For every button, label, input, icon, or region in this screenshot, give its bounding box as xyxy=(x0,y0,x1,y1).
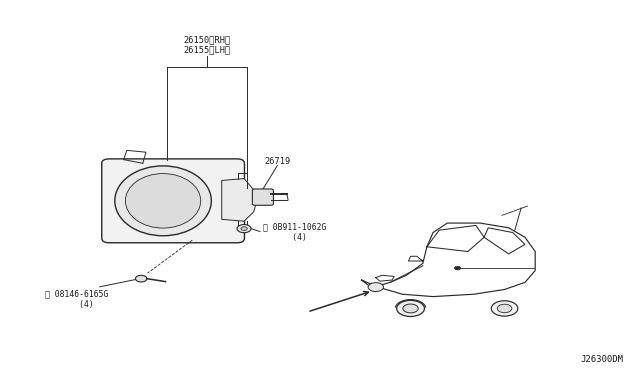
Ellipse shape xyxy=(115,166,211,236)
Circle shape xyxy=(397,300,424,317)
Circle shape xyxy=(492,301,518,316)
Text: J26300DM: J26300DM xyxy=(580,355,623,364)
Polygon shape xyxy=(221,179,257,221)
Circle shape xyxy=(237,225,251,233)
Circle shape xyxy=(454,266,461,270)
Circle shape xyxy=(403,304,418,313)
Text: Ⓑ 08146-6165G
       (4): Ⓑ 08146-6165G (4) xyxy=(45,290,109,309)
Text: Ⓝ 0B911-1062G
      (4): Ⓝ 0B911-1062G (4) xyxy=(263,222,326,242)
Ellipse shape xyxy=(125,174,201,228)
FancyBboxPatch shape xyxy=(102,159,244,243)
Text: 26719: 26719 xyxy=(264,157,291,166)
Circle shape xyxy=(497,304,512,313)
FancyBboxPatch shape xyxy=(252,189,273,205)
Circle shape xyxy=(368,283,383,292)
Text: 26150〈RH〉
26155〈LH〉: 26150〈RH〉 26155〈LH〉 xyxy=(183,35,230,54)
Circle shape xyxy=(241,227,247,231)
Circle shape xyxy=(136,275,147,282)
